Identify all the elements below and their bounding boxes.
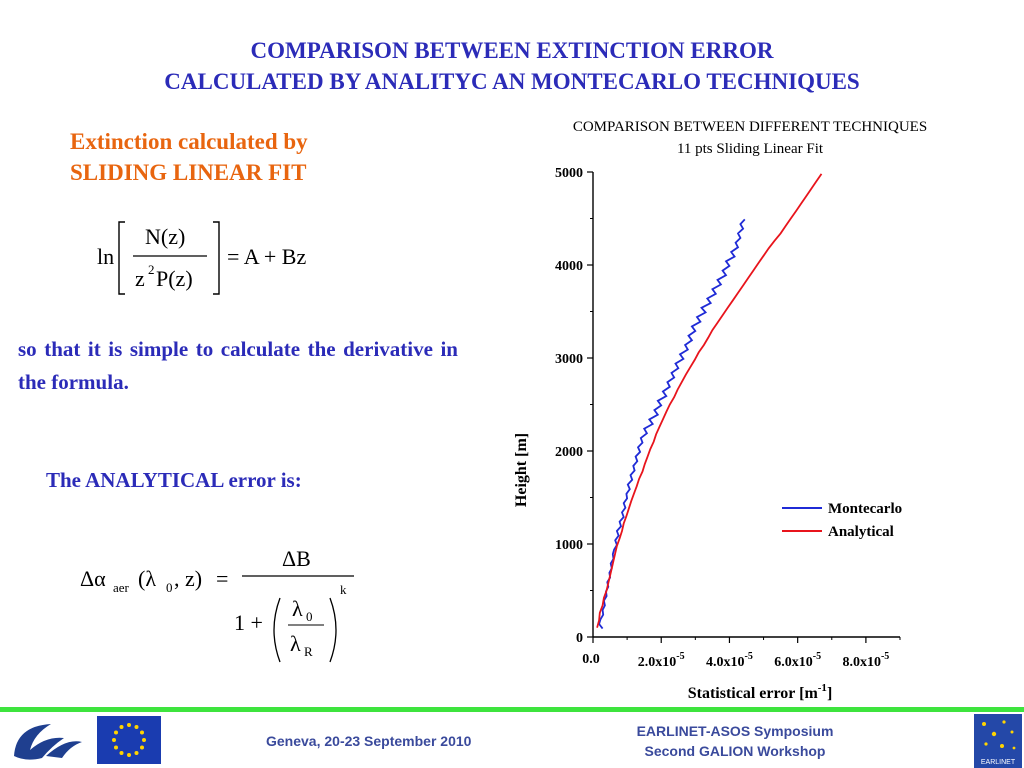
subhead: Extinction calculated by SLIDING LINEAR … — [70, 126, 308, 188]
fp7-logo-icon — [14, 724, 82, 760]
formula2-exponent: k — [340, 582, 347, 597]
legend-label-montecarlo: Montecarlo — [828, 501, 902, 517]
x-axis-label-main: Statistical error [m — [688, 685, 819, 702]
earlinet-logo-icon: EARLINET — [974, 714, 1022, 768]
formula2-one-plus: 1 + — [234, 610, 263, 635]
footer-event: EARLINET-ASOS Symposium Second GALION Wo… — [600, 721, 870, 761]
formula2-inner-den-sub: R — [304, 644, 313, 659]
x-tick-label: 2.0x10-5 — [638, 651, 685, 670]
chart-subtitle: 11 pts Sliding Linear Fit — [676, 141, 824, 157]
formula1-numerator: N(z) — [145, 224, 185, 249]
x-tick-label: 0.0 — [582, 652, 600, 667]
slide-title-line2: CALCULATED BY ANALITYC AN MONTECARLO TEC… — [164, 69, 860, 94]
earlinet-logo-text: EARLINET — [981, 759, 1016, 766]
chart-title-block: COMPARISON BETWEEN DIFFERENT TECHNIQUES … — [500, 116, 1000, 160]
analytical-label: The ANALYTICAL error is: — [46, 468, 302, 492]
formula2-numerator: ΔB — [282, 546, 311, 571]
slide-title-line1: COMPARISON BETWEEN EXTINCTION ERROR — [250, 38, 774, 63]
x-axis-label: Statistical error [m-1] — [688, 682, 833, 702]
formula2-equals: = — [216, 566, 228, 591]
formula1-den-rest: P(z) — [156, 266, 193, 291]
y-tick-label: 1000 — [555, 538, 583, 553]
x-tick-label: 4.0x10-5 — [706, 651, 753, 670]
legend-label-analytical: Analytical — [828, 524, 894, 540]
footer-location-date: Geneva, 20-23 September 2010 — [266, 733, 472, 749]
y-tick-label: 3000 — [555, 352, 583, 367]
formula2-args-open: (λ — [138, 566, 156, 591]
x-tick-label: 8.0x10-5 — [842, 651, 889, 670]
formula2-args-sub: 0 — [166, 580, 173, 595]
eu-flag-icon — [97, 716, 161, 764]
series-line-analytical — [596, 173, 823, 628]
eu-star — [112, 738, 116, 742]
x-axis-label-sup: -1 — [818, 682, 827, 694]
explanation-paragraph: so that it is simple to calculate the de… — [18, 337, 458, 394]
y-axis-label: Height [m] — [513, 433, 530, 507]
formula2-delta-alpha: Δα — [80, 566, 106, 591]
formula1-den-exp: 2 — [148, 262, 155, 277]
eu-star — [140, 730, 144, 735]
y-tick-label: 0 — [576, 631, 583, 646]
footer-divider — [0, 707, 1024, 712]
formula2-aer: aer — [113, 580, 130, 595]
formula1-den-z: z — [135, 266, 145, 291]
slide-title: COMPARISON BETWEEN EXTINCTION ERROR CALC… — [0, 35, 1024, 97]
y-tick-label: 4000 — [555, 259, 583, 274]
footer-event-line2: Second GALION Workshop — [644, 743, 826, 759]
eu-star — [134, 751, 139, 755]
eu-star — [142, 738, 146, 742]
formula2-inner-den: λ — [290, 631, 301, 656]
formula1-ln: ln — [97, 244, 114, 269]
eu-star — [114, 730, 118, 735]
eu-star — [127, 723, 131, 727]
x-tick-label: 6.0x10-5 — [774, 651, 821, 670]
eu-star — [114, 745, 118, 750]
eu-star — [119, 725, 124, 729]
footer-event-line1: EARLINET-ASOS Symposium — [636, 723, 834, 739]
eu-star — [140, 745, 144, 750]
series-line-montecarlo — [598, 218, 746, 630]
chart-title: COMPARISON BETWEEN DIFFERENT TECHNIQUES — [572, 119, 928, 135]
formula1-rhs: = A + Bz — [227, 244, 306, 269]
eu-star — [119, 751, 124, 755]
comparison-chart: 0 1000 2000 3000 4000 5000 0.0 2.0x10-5 4.0x10-5… — [513, 166, 902, 702]
eu-star — [127, 753, 131, 757]
formula2-args-close: , z) — [174, 566, 202, 591]
y-tick-label: 2000 — [555, 445, 583, 460]
subhead-line2: SLIDING LINEAR FIT — [70, 160, 307, 185]
eu-star — [134, 725, 139, 729]
x-axis-label-end: ] — [827, 685, 832, 702]
analytical-error-formula: Δα aer (λ 0 , z) = ΔB 1 + λ 0 λ R k — [80, 546, 354, 663]
y-tick-label: 5000 — [555, 166, 583, 181]
formula2-inner-num-sub: 0 — [306, 609, 313, 624]
formula2-inner-num: λ — [292, 596, 303, 621]
subhead-line1: Extinction calculated by — [70, 129, 308, 154]
sliding-fit-formula: ln N(z) z 2 P(z) = A + Bz — [97, 221, 306, 295]
